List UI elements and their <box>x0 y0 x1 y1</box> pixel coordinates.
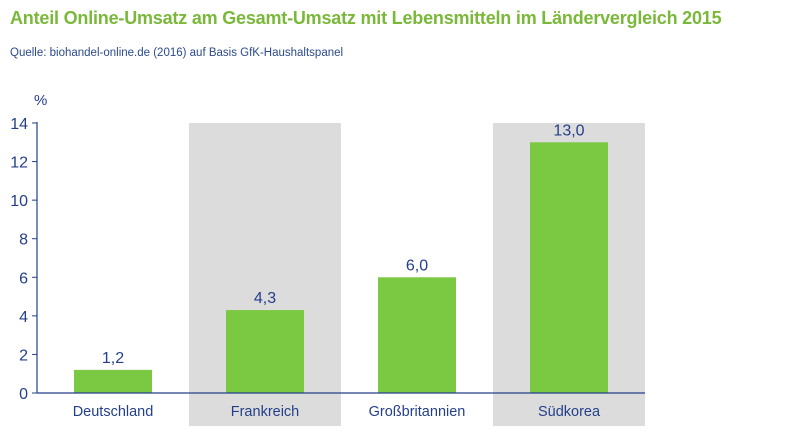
bar <box>74 369 152 393</box>
y-axis-unit: % <box>34 92 47 109</box>
labels: 1,2 Deutschland 4,3 Frankreich 6,0 Großbritan… <box>10 92 601 420</box>
y-tick-label: 10 <box>10 193 28 210</box>
data-label: 13,0 <box>553 122 584 139</box>
chart-source: Quelle: biohandel-online.de (2016) auf B… <box>10 47 344 59</box>
data-label: 6,0 <box>406 257 428 274</box>
chart-title: Anteil Online-Umsatz am Gesamt-Umsatz mi… <box>10 8 722 28</box>
data-label: 1,2 <box>102 350 124 367</box>
bar <box>226 310 304 393</box>
category-label: Südkorea <box>538 404 601 420</box>
axes <box>32 122 645 394</box>
y-tick-label: 0 <box>19 386 28 403</box>
category-label: Großbritannien <box>369 404 466 420</box>
y-tick-label: 4 <box>19 309 28 326</box>
y-tick-label: 8 <box>19 232 28 249</box>
category-label: Deutschland <box>73 404 154 420</box>
bars <box>74 142 608 393</box>
data-label: 4,3 <box>254 290 276 307</box>
y-tick-label: 14 <box>10 116 28 133</box>
bar <box>378 277 456 393</box>
bar <box>530 142 608 393</box>
category-label: Frankreich <box>231 404 300 420</box>
y-tick-label: 12 <box>10 155 28 172</box>
y-tick-label: 6 <box>19 270 28 287</box>
y-tick-label: 2 <box>19 347 28 364</box>
